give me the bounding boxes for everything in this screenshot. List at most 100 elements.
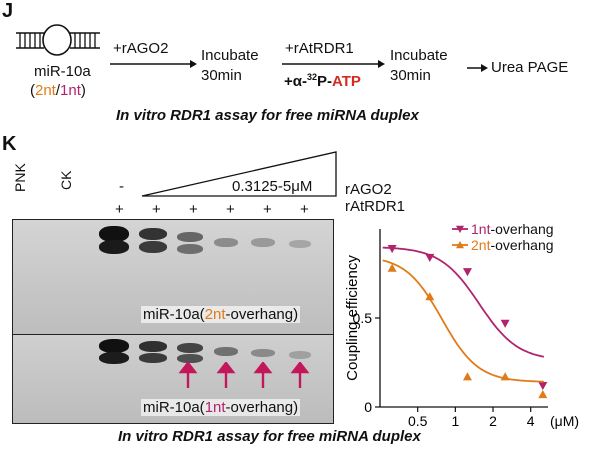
coupling-efficiency-chart: 0 0.5 0.5 1 2 4 (μM) Coupling efficiency 1nt-ove… <box>344 221 579 429</box>
legend-nt: 1nt <box>471 221 491 237</box>
band <box>177 354 203 363</box>
overhang-1nt: 1nt <box>60 82 81 99</box>
fit-curve-1nt <box>382 246 545 358</box>
band <box>99 339 129 353</box>
y-axis-label: Coupling efficiency <box>344 255 361 381</box>
gel-label-nt: 2nt <box>204 306 226 323</box>
step2-label: +rAtRDR1 <box>285 40 354 57</box>
fit-curve-2nt <box>382 259 544 383</box>
gel-label-nt: 1nt <box>204 399 226 416</box>
final-label: Urea PAGE <box>491 59 569 76</box>
y-tick-label: 0 <box>364 399 372 415</box>
data-point <box>387 244 397 254</box>
data-point <box>387 263 397 272</box>
data-point <box>538 390 548 399</box>
gel-label-prefix: miR-10a( <box>143 306 205 323</box>
plus-sign: + <box>115 201 124 218</box>
minus-sign: - <box>119 178 124 195</box>
overhang-2nt: 2nt <box>35 82 56 99</box>
gel-label-suffix: -overhang) <box>225 399 299 416</box>
data-point <box>538 382 548 391</box>
step2b-mid: P- <box>317 73 332 90</box>
paren-open: ( <box>30 82 35 99</box>
overhang-sep: / <box>55 82 61 99</box>
band <box>139 241 167 253</box>
panel-letter-j: J <box>2 0 14 22</box>
band <box>251 238 275 247</box>
x-tick-label: 0.5 <box>408 413 428 429</box>
gel-label-2nt: miR-10a(2nt-overhang) <box>141 306 301 323</box>
caption-j: In vitro RDR1 assay for free miRNA duple… <box>116 107 419 124</box>
band <box>289 240 311 248</box>
arrow-3 <box>467 64 488 72</box>
band <box>177 232 203 242</box>
paren-close: ) <box>80 82 86 99</box>
gel-label-prefix: miR-10a( <box>143 399 205 416</box>
band <box>214 238 238 247</box>
data-point <box>462 372 472 381</box>
x-unit-label: (μM) <box>550 413 579 429</box>
up-arrow-head <box>178 362 198 374</box>
band <box>99 226 129 242</box>
legend-suffix: -overhang <box>490 237 553 253</box>
band <box>177 343 203 353</box>
plus-sign: + <box>263 201 272 218</box>
data-point <box>500 319 510 328</box>
plus-sign: + <box>152 201 161 218</box>
duplex-icon <box>16 24 100 56</box>
x-tick-label: 2 <box>489 413 497 429</box>
legend-suffix: -overhang <box>490 221 553 237</box>
data-point <box>425 292 435 301</box>
plus-sign: + <box>226 201 235 218</box>
legend-marker <box>456 241 464 249</box>
gel-label-1nt: miR-10a(1nt-overhang) <box>141 399 301 416</box>
caption-k: In vitro RDR1 assay for free miRNA duple… <box>118 428 421 445</box>
band <box>139 341 167 352</box>
panel-letter-k: K <box>2 133 17 155</box>
overhang-label: (2nt/1nt) <box>30 82 86 99</box>
step2b-label: +α-32P-ATP <box>284 72 361 90</box>
x-tick-label: 1 <box>451 413 459 429</box>
data-point <box>425 253 435 262</box>
up-arrow-head <box>253 362 273 374</box>
data-point <box>462 268 472 277</box>
arrow-2 <box>282 60 385 68</box>
plus-sign: + <box>300 201 309 218</box>
legend-entry: 1nt-overhang <box>471 221 554 237</box>
mirna-label: miR-10a <box>34 63 91 80</box>
step2b-atp: ATP <box>332 73 361 90</box>
band <box>289 351 311 359</box>
y-tick-label: 0.5 <box>353 310 373 326</box>
band <box>139 353 167 363</box>
step1-label: +rAGO2 <box>113 40 169 57</box>
band <box>99 352 129 364</box>
incubate1-label: Incubate <box>201 47 259 64</box>
plus-sign: + <box>189 201 198 218</box>
up-arrow-head <box>216 362 236 374</box>
band <box>214 347 238 356</box>
time2-label: 30min <box>390 67 431 84</box>
data-point <box>500 372 510 381</box>
gel-image-2nt: miR-10a(2nt-overhang) <box>12 219 334 336</box>
legend-entry: 2nt-overhang <box>471 237 554 253</box>
time1-label: 30min <box>201 67 242 84</box>
x-tick-label: 4 <box>527 413 535 429</box>
band <box>251 349 275 357</box>
band <box>99 240 129 254</box>
band <box>177 244 203 254</box>
legend-nt: 2nt <box>471 237 491 253</box>
lane-label-pnk: PNK <box>12 163 28 192</box>
row-label-rago2: rAGO2 <box>345 181 392 198</box>
gel-label-suffix: -overhang) <box>225 306 299 323</box>
arrow-1 <box>110 60 197 68</box>
gel-image-1nt: miR-10a(1nt-overhang) <box>12 334 334 424</box>
concentration-wedge <box>141 151 337 197</box>
incubate2-label: Incubate <box>390 47 448 64</box>
step2b-prefix: +α- <box>284 73 307 90</box>
up-arrow-head <box>290 362 310 374</box>
band-arrows <box>178 362 310 388</box>
lane-label-ck: CK <box>58 170 74 190</box>
step2b-sup: 32 <box>306 72 317 82</box>
legend-marker <box>456 225 464 233</box>
row-label-ratrdr1: rAtRDR1 <box>345 198 406 215</box>
